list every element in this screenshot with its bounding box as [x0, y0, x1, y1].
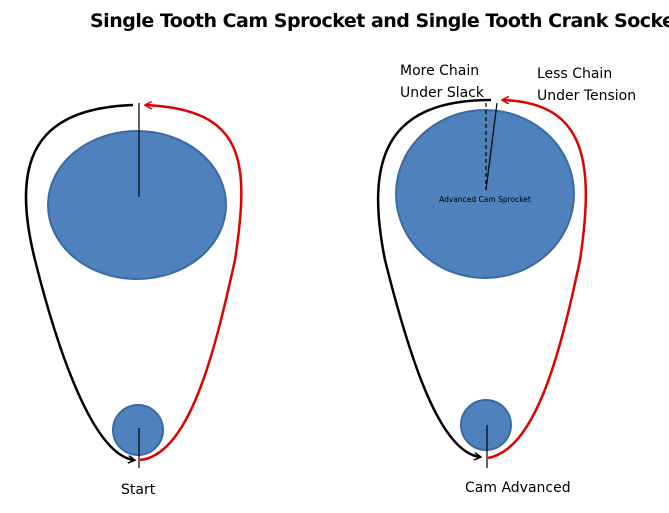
slack-label-line2: Under Slack — [400, 85, 484, 101]
left-slack-chain — [24, 103, 134, 460]
tension-label-line1: Less Chain — [537, 66, 613, 82]
right-slack-chain — [376, 98, 492, 457]
slack-chain-label: More Chain Under Slack — [400, 60, 484, 104]
left-cam-sprocket — [47, 130, 227, 280]
right-crank-sprocket — [460, 399, 512, 451]
diagram-title: Single Tooth Cam Sprocket and Single Too… — [90, 10, 669, 32]
left-tension-chain — [139, 105, 243, 462]
advanced-cam-sprocket-label: Advanced Cam Sprocket — [439, 195, 531, 204]
tension-label-line2: Under Tension — [537, 88, 637, 104]
right-advanced-timing-mark — [485, 102, 498, 191]
left-diagram — [24, 103, 243, 468]
tension-chain-label: Less Chain Under Tension — [537, 63, 636, 107]
left-crank-sprocket — [112, 404, 164, 456]
slack-label-line1: More Chain — [400, 63, 480, 79]
start-label: Start — [121, 482, 156, 498]
right-cam-sprocket — [395, 109, 575, 279]
right-diagram — [376, 98, 588, 468]
cam-advanced-label: Cam Advanced — [465, 480, 571, 496]
right-tension-chain — [487, 100, 588, 460]
